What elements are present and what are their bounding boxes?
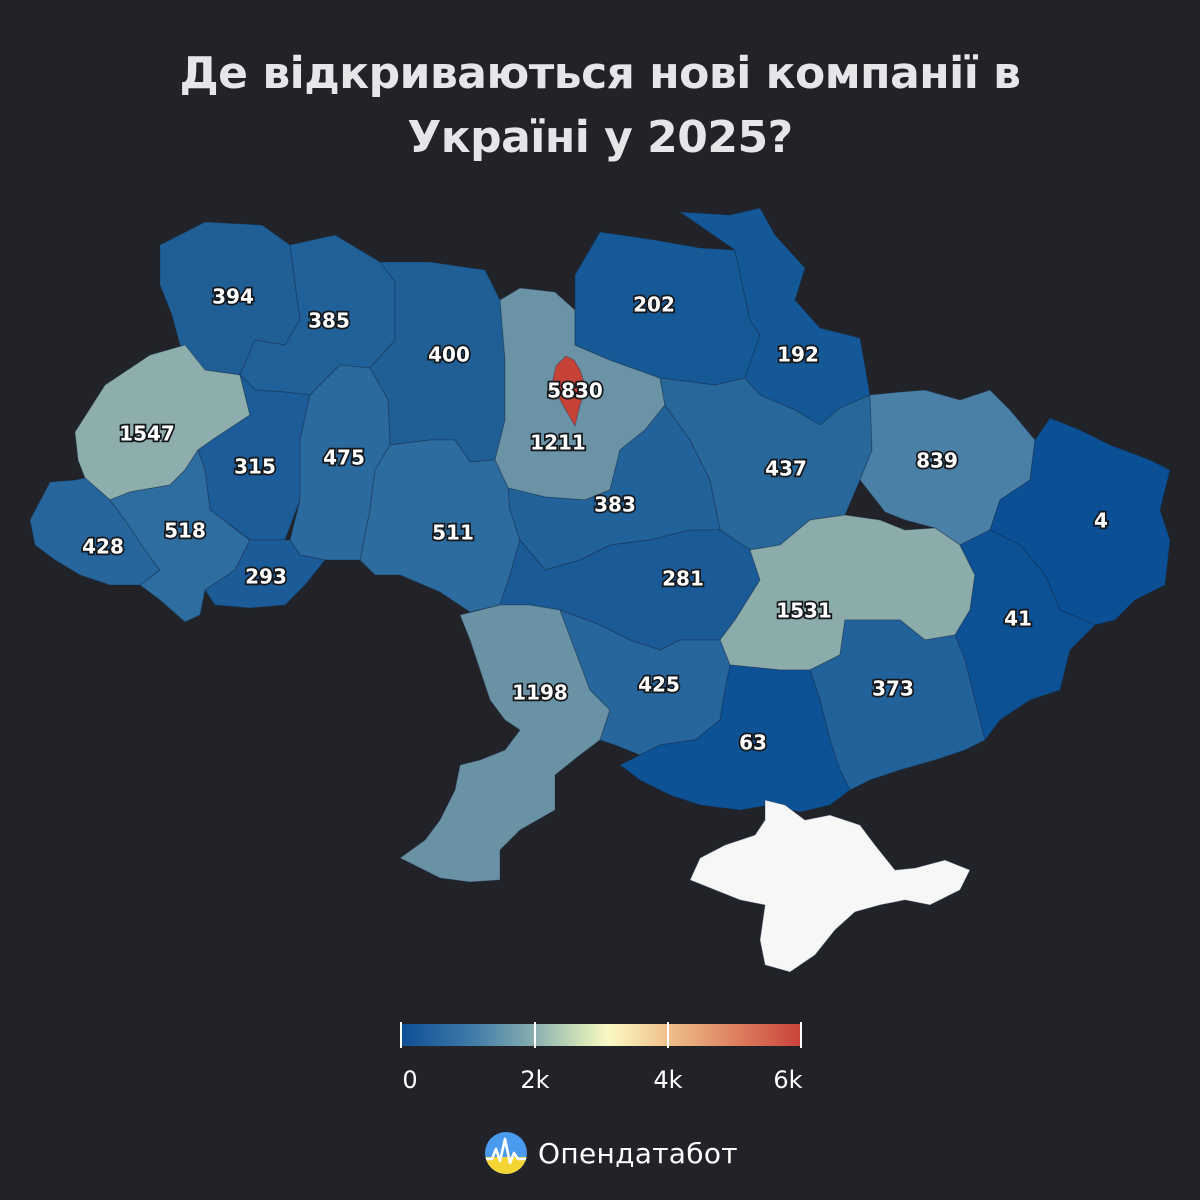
legend-label-0: 0 — [402, 1066, 418, 1094]
region-value-sumy: 192 — [777, 343, 819, 367]
region-crimea — [689, 799, 971, 973]
region-value-luhansk: 4 — [1094, 509, 1108, 533]
region-value-poltava: 437 — [765, 457, 807, 481]
region-value-mykolaiv: 425 — [638, 673, 680, 697]
region-kherson[interactable] — [619, 664, 851, 813]
region-value-zaporizhzhia: 373 — [872, 677, 914, 701]
region-chernivtsi[interactable] — [204, 524, 326, 609]
region-value-chernivtsi: 293 — [245, 565, 287, 589]
region-value-kyiv-city: 5830 — [547, 379, 603, 403]
region-value-ternopil: 315 — [234, 455, 276, 479]
region-value-donetsk: 41 — [1004, 607, 1032, 631]
region-value-cherkasy: 383 — [594, 493, 636, 517]
legend-label-2k: 2k — [520, 1066, 550, 1094]
title-line-2: Україні у 2025? — [407, 112, 793, 163]
region-value-labels: 394 385 400 1211 5830 202 192 1547 315 475 511 383 4… — [80, 283, 1109, 757]
opendatabot-logo-icon — [485, 1132, 527, 1174]
legend-tick-2k — [534, 1022, 536, 1048]
region-kyiv-city[interactable] — [551, 355, 587, 428]
ukraine-map: 394 385 400 1211 5830 202 192 1547 315 475 511 383 4… — [29, 207, 1171, 973]
region-value-chernihiv: 202 — [633, 293, 675, 317]
legend-tick-4k — [667, 1022, 669, 1048]
legend-label-6k: 6k — [773, 1066, 803, 1094]
region-value-lviv: 1547 — [119, 422, 175, 446]
region-value-kirovohrad: 281 — [662, 567, 704, 591]
color-scale-legend: 0 2k 4k 6k — [400, 1022, 804, 1114]
region-value-kherson: 63 — [739, 731, 767, 755]
legend-tick-6k — [800, 1022, 802, 1048]
region-value-rivne: 385 — [308, 309, 350, 333]
legend-label-4k: 4k — [653, 1066, 683, 1094]
region-value-volyn: 394 — [212, 285, 254, 309]
brand-name: Опендатабот — [538, 1136, 738, 1170]
region-value-kharkiv: 839 — [916, 449, 958, 473]
legend-tick-0 — [400, 1022, 402, 1048]
region-value-dnipropetrovsk: 1531 — [776, 599, 832, 623]
region-value-ivano-frankivsk: 518 — [164, 519, 206, 543]
region-value-zhytomyr: 400 — [428, 343, 470, 367]
color-scale-bar — [400, 1024, 802, 1046]
region-value-kyiv-oblast: 1211 — [530, 431, 586, 455]
title-line-1: Де відкриваються нові компанії в — [179, 48, 1021, 99]
region-value-zakarpattia: 428 — [82, 535, 124, 559]
page-title: Де відкриваються нові компанії в Україні… — [100, 42, 1100, 170]
region-value-odesa: 1198 — [512, 681, 568, 705]
region-value-khmelnytskyi: 475 — [323, 446, 365, 470]
brand: Опендатабот — [484, 1130, 738, 1176]
region-donetsk[interactable] — [954, 529, 1096, 742]
region-value-vinnytsia: 511 — [432, 521, 474, 545]
